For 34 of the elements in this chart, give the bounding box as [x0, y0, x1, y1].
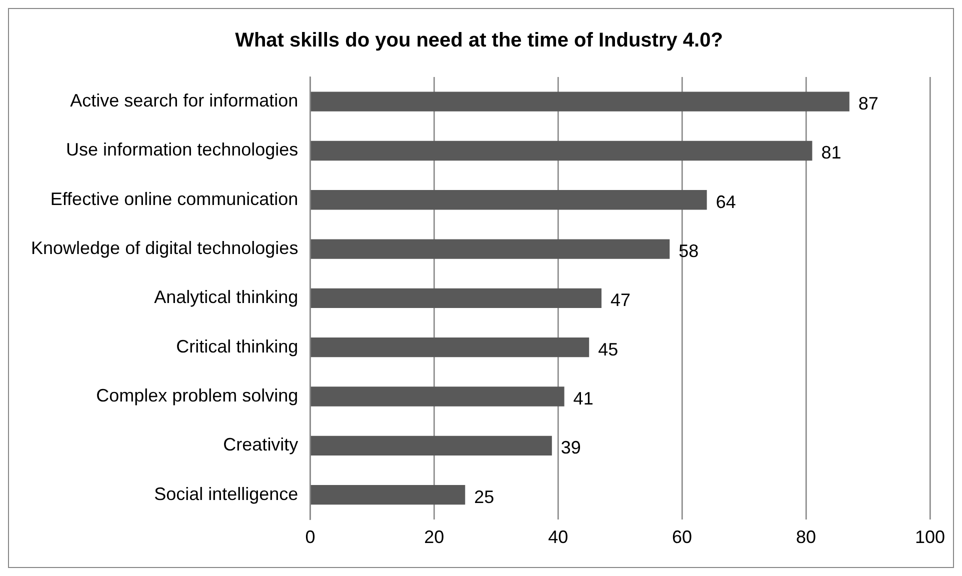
data-label: 41 — [573, 388, 594, 408]
data-label: 64 — [716, 192, 736, 212]
x-tick-label: 40 — [548, 527, 568, 548]
bar — [310, 484, 466, 505]
x-tick-label: 80 — [796, 527, 816, 548]
bar — [310, 140, 812, 161]
x-tick-label: 60 — [672, 527, 692, 548]
y-tick-label: Use information technologies — [66, 140, 298, 160]
data-label: 39 — [560, 438, 581, 458]
data-label: 81 — [821, 142, 842, 163]
data-label: 45 — [598, 339, 618, 360]
data-label: 87 — [858, 94, 878, 114]
data-label: 58 — [678, 241, 699, 262]
y-tick-label: Creativity — [223, 434, 298, 455]
bar — [310, 436, 552, 456]
bar — [310, 386, 564, 406]
data-label: 47 — [610, 290, 631, 310]
x-tick-label: 20 — [424, 527, 444, 548]
x-tick-label: 0 — [305, 527, 316, 548]
y-tick-label: Knowledge of digital technologies — [31, 238, 298, 258]
bar — [310, 92, 850, 112]
y-tick-label: Complex problem solving — [96, 385, 298, 406]
y-tick-label: Critical thinking — [176, 336, 298, 356]
y-tick-label: Active search for information — [70, 90, 298, 111]
bar — [310, 338, 590, 358]
bar — [310, 239, 670, 259]
y-tick-label: Social intelligence — [154, 484, 298, 504]
y-tick-label: Effective online communication — [50, 188, 298, 209]
chart-title: What skills do you need at the time of Industry 4.0? — [235, 30, 723, 52]
y-tick-label: Analytical thinking — [154, 287, 298, 308]
x-tick-label: 100 — [914, 527, 946, 548]
bar — [310, 288, 602, 308]
data-label: 25 — [474, 486, 494, 507]
bar — [310, 190, 707, 210]
